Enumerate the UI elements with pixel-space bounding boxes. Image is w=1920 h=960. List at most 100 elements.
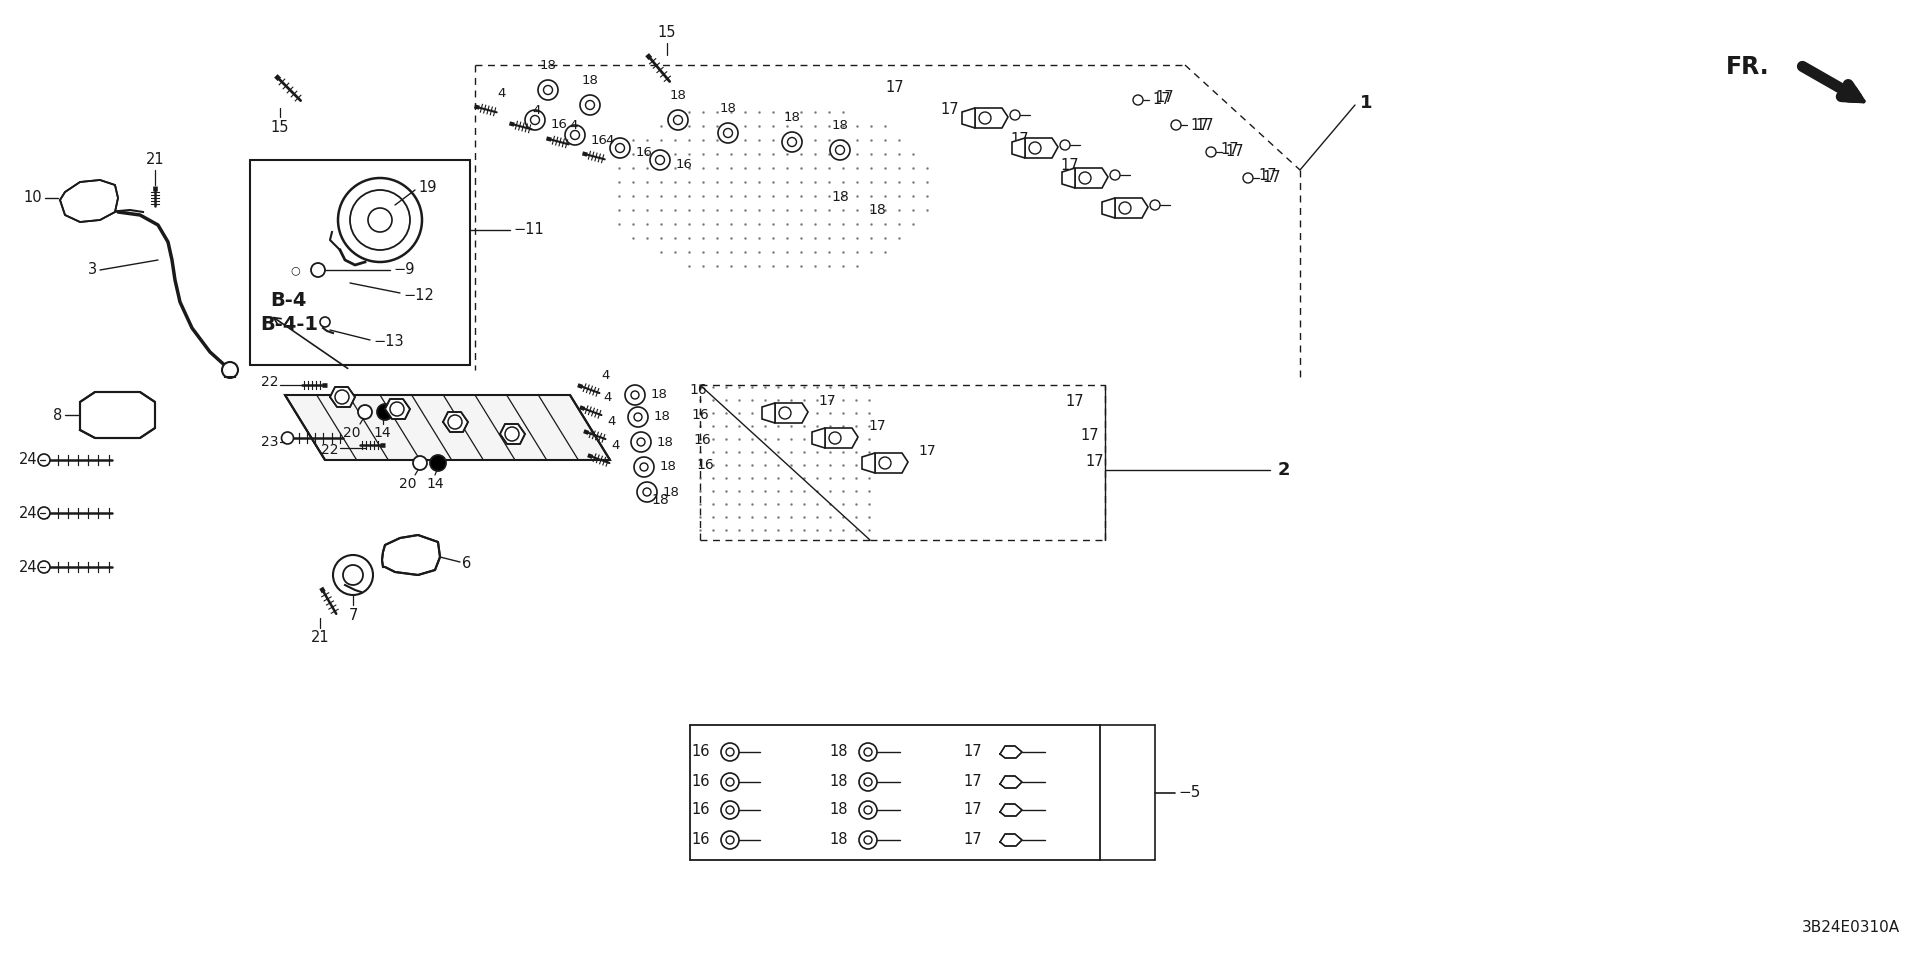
Text: 4: 4 [603, 391, 612, 404]
Text: −12: −12 [403, 287, 434, 302]
Circle shape [651, 150, 670, 170]
Circle shape [780, 407, 791, 419]
Circle shape [399, 545, 417, 561]
Polygon shape [1062, 168, 1075, 188]
Text: 18: 18 [582, 74, 599, 87]
Circle shape [637, 482, 657, 502]
Circle shape [430, 455, 445, 471]
Circle shape [628, 407, 649, 427]
Text: 14: 14 [372, 426, 392, 440]
Text: 4: 4 [612, 439, 620, 452]
Text: 20: 20 [399, 477, 417, 491]
Text: 21: 21 [311, 630, 330, 645]
Circle shape [1206, 147, 1215, 157]
Circle shape [1010, 110, 1020, 120]
Circle shape [637, 438, 645, 446]
Text: 17: 17 [964, 803, 981, 818]
Circle shape [349, 190, 411, 250]
Circle shape [835, 146, 845, 155]
Text: 14: 14 [426, 477, 444, 491]
Polygon shape [826, 428, 858, 448]
Text: 17: 17 [964, 745, 981, 759]
Circle shape [864, 836, 872, 844]
Circle shape [570, 131, 580, 139]
Circle shape [1029, 142, 1041, 154]
Text: 3: 3 [88, 262, 98, 277]
Text: 17: 17 [918, 444, 935, 458]
Polygon shape [330, 387, 355, 407]
Circle shape [858, 801, 877, 819]
Text: 17: 17 [1190, 117, 1208, 132]
Text: 18: 18 [670, 89, 687, 102]
Text: 18: 18 [720, 102, 737, 115]
Circle shape [864, 806, 872, 814]
Polygon shape [386, 399, 411, 419]
Polygon shape [762, 403, 776, 423]
Circle shape [858, 773, 877, 791]
Text: 6: 6 [463, 557, 470, 571]
Polygon shape [444, 412, 468, 432]
Text: 18: 18 [660, 461, 678, 473]
Circle shape [38, 561, 50, 573]
Circle shape [718, 123, 737, 143]
Text: 7: 7 [348, 608, 357, 623]
Polygon shape [1102, 198, 1116, 218]
Text: 21: 21 [146, 152, 165, 167]
Circle shape [643, 488, 651, 496]
Circle shape [1079, 172, 1091, 184]
Circle shape [447, 415, 463, 429]
Circle shape [722, 743, 739, 761]
Polygon shape [1000, 834, 1021, 846]
Polygon shape [1116, 198, 1148, 218]
Text: ○: ○ [290, 265, 300, 275]
Circle shape [334, 390, 349, 404]
Text: 16: 16 [691, 745, 710, 759]
Text: 17: 17 [964, 832, 981, 848]
Polygon shape [382, 535, 440, 575]
Text: 17: 17 [1258, 167, 1277, 182]
Polygon shape [862, 453, 876, 473]
Text: FR.: FR. [1726, 55, 1770, 79]
Polygon shape [776, 403, 808, 423]
Polygon shape [962, 108, 975, 128]
Text: 17: 17 [1079, 427, 1098, 443]
Circle shape [632, 432, 651, 452]
Circle shape [580, 95, 599, 115]
Circle shape [332, 555, 372, 595]
Polygon shape [60, 180, 117, 222]
Text: 16: 16 [691, 408, 708, 422]
Circle shape [311, 263, 324, 277]
Text: 18: 18 [829, 803, 849, 818]
Text: 18: 18 [829, 775, 849, 789]
Text: 17: 17 [1225, 145, 1244, 159]
Text: −13: −13 [372, 334, 403, 349]
Circle shape [564, 125, 586, 145]
Text: 24: 24 [19, 506, 38, 520]
Text: 18: 18 [651, 493, 668, 507]
Text: 16: 16 [676, 158, 693, 172]
Text: 16: 16 [693, 433, 710, 447]
Text: 18: 18 [655, 411, 670, 423]
Circle shape [376, 404, 394, 420]
Text: 17: 17 [868, 419, 885, 433]
Circle shape [879, 457, 891, 469]
Circle shape [38, 507, 50, 519]
Text: −9: −9 [394, 262, 415, 277]
Circle shape [282, 432, 294, 444]
Circle shape [722, 831, 739, 849]
Circle shape [634, 457, 655, 477]
Circle shape [369, 208, 392, 232]
Polygon shape [1025, 138, 1058, 158]
Text: 17: 17 [941, 103, 958, 117]
Text: 2: 2 [1279, 461, 1290, 479]
Text: 17: 17 [1066, 395, 1083, 410]
Circle shape [864, 778, 872, 786]
Text: 4: 4 [570, 119, 578, 132]
Text: 22: 22 [261, 375, 278, 389]
Text: 1: 1 [1359, 94, 1373, 112]
Text: 17: 17 [1156, 90, 1173, 106]
Text: 22: 22 [321, 443, 338, 457]
Text: B-4-1: B-4-1 [259, 316, 319, 334]
Text: 23: 23 [261, 435, 278, 449]
Text: 17: 17 [1194, 117, 1213, 132]
